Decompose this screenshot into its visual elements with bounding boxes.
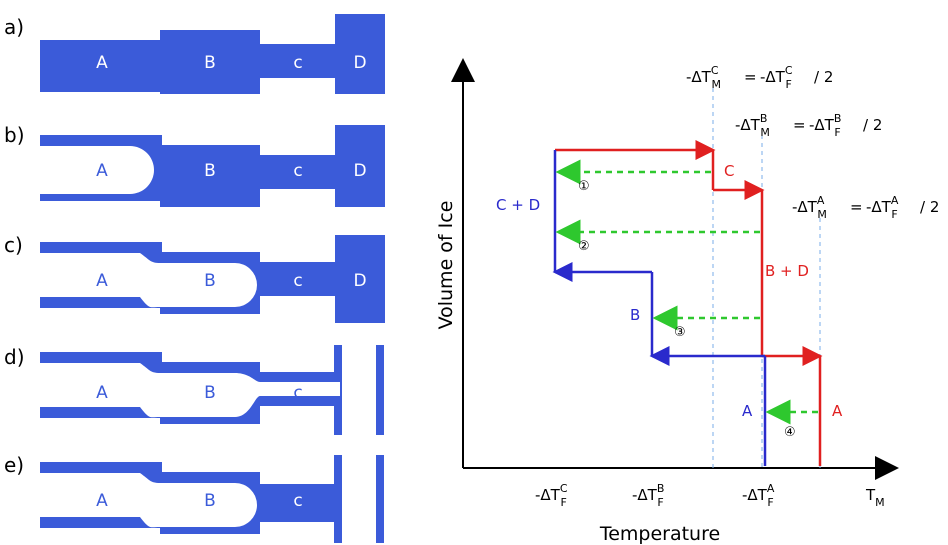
panel-label: c)	[4, 233, 23, 257]
region-label: D	[353, 383, 366, 403]
equation-sign: =	[793, 116, 806, 134]
sub: M	[875, 496, 885, 509]
equation-right: -ΔTB F	[809, 112, 841, 139]
curve-label: B	[630, 306, 640, 324]
base: -ΔT	[809, 116, 835, 134]
sub: M	[817, 208, 827, 221]
step-number: ③	[674, 325, 686, 340]
sup: C	[711, 64, 719, 77]
region-label: D	[353, 271, 366, 291]
region-label: A	[96, 383, 108, 403]
region-label: c	[293, 491, 302, 511]
base: -ΔT	[735, 116, 761, 134]
sub: F	[891, 208, 897, 221]
equation-tail: / 2	[920, 198, 939, 216]
base: -ΔT	[686, 68, 712, 86]
x-tick-label: -ΔTB F	[632, 482, 664, 509]
sup: C	[785, 64, 793, 77]
sub: F	[767, 496, 773, 509]
region-label: B	[204, 271, 216, 291]
equation-left: -ΔTC M	[686, 64, 721, 91]
curve-label: B + D	[765, 262, 809, 280]
step-number: ②	[578, 239, 590, 254]
equation-right: -ΔTC F	[760, 64, 793, 91]
sup: B	[834, 112, 842, 125]
region-label: B	[204, 53, 216, 73]
sup: C	[560, 482, 568, 495]
base: -ΔT	[742, 486, 768, 504]
equation-tail: / 2	[863, 116, 882, 134]
region-label: D	[353, 491, 366, 511]
region-label: D	[353, 53, 366, 73]
equation-left: -ΔTA M	[792, 194, 827, 221]
region-label: c	[293, 271, 302, 291]
channels	[40, 14, 385, 543]
base: T	[865, 486, 876, 504]
region-label: A	[96, 491, 108, 511]
base: -ΔT	[535, 486, 561, 504]
region-label: c	[293, 161, 302, 181]
sup: A	[767, 482, 775, 495]
region-label: D	[353, 161, 366, 181]
y-axis-label: Volume of Ice	[435, 201, 457, 330]
equation: -ΔTC M = -ΔTC F/ 2	[686, 64, 833, 91]
equation: -ΔTA M = -ΔTA F/ 2	[792, 194, 939, 221]
region-label: B	[204, 491, 216, 511]
panel-label: b)	[4, 123, 25, 147]
equation-right: -ΔTA F	[866, 194, 899, 221]
region-label: A	[96, 161, 108, 181]
sup: B	[657, 482, 665, 495]
base: -ΔT	[866, 198, 892, 216]
x-tick-label: -ΔTC F	[535, 482, 568, 509]
sub: F	[561, 496, 567, 509]
step-number: ④	[784, 425, 796, 440]
region-label: A	[96, 53, 108, 73]
x-axis-label: Temperature	[599, 523, 720, 545]
sup: B	[760, 112, 768, 125]
x-tick-label: TM	[865, 486, 885, 509]
sub: F	[657, 496, 663, 509]
sub: M	[712, 78, 722, 91]
curve-label: C	[724, 162, 734, 180]
region-label: B	[204, 161, 216, 181]
sub: F	[786, 78, 792, 91]
equation-sign: =	[850, 198, 863, 216]
sub: M	[760, 126, 770, 139]
region-label: B	[204, 383, 216, 403]
curve-label: A	[832, 402, 843, 420]
region-label: c	[293, 53, 302, 73]
sup: A	[891, 194, 899, 207]
panel-label: e)	[4, 453, 24, 477]
sup: A	[817, 194, 825, 207]
region-label: c	[293, 383, 302, 403]
curve-label: A	[742, 402, 753, 420]
step-number: ①	[578, 179, 590, 194]
plot-lines	[451, 58, 899, 480]
equation-sign: =	[744, 68, 757, 86]
base: -ΔT	[632, 486, 658, 504]
equation-tail: / 2	[814, 68, 833, 86]
region-label: A	[96, 271, 108, 291]
equation: -ΔTB M = -ΔTB F/ 2	[735, 112, 882, 139]
panel-label: a)	[4, 15, 24, 39]
base: -ΔT	[760, 68, 786, 86]
equation-left: -ΔTB M	[735, 112, 770, 139]
sub: F	[834, 126, 840, 139]
x-tick-label: -ΔTA F	[742, 482, 775, 509]
panel-label: d)	[4, 345, 25, 369]
curve-label: C + D	[496, 196, 540, 214]
base: -ΔT	[792, 198, 818, 216]
